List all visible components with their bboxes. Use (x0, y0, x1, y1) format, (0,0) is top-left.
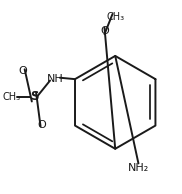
Text: CH₃: CH₃ (3, 92, 21, 102)
Text: NH: NH (47, 74, 64, 84)
Text: O: O (38, 120, 46, 130)
Text: S: S (30, 90, 38, 104)
Text: O: O (19, 66, 28, 76)
Text: NH₂: NH₂ (128, 163, 149, 173)
Text: O: O (100, 26, 109, 36)
Text: CH₃: CH₃ (106, 12, 124, 22)
